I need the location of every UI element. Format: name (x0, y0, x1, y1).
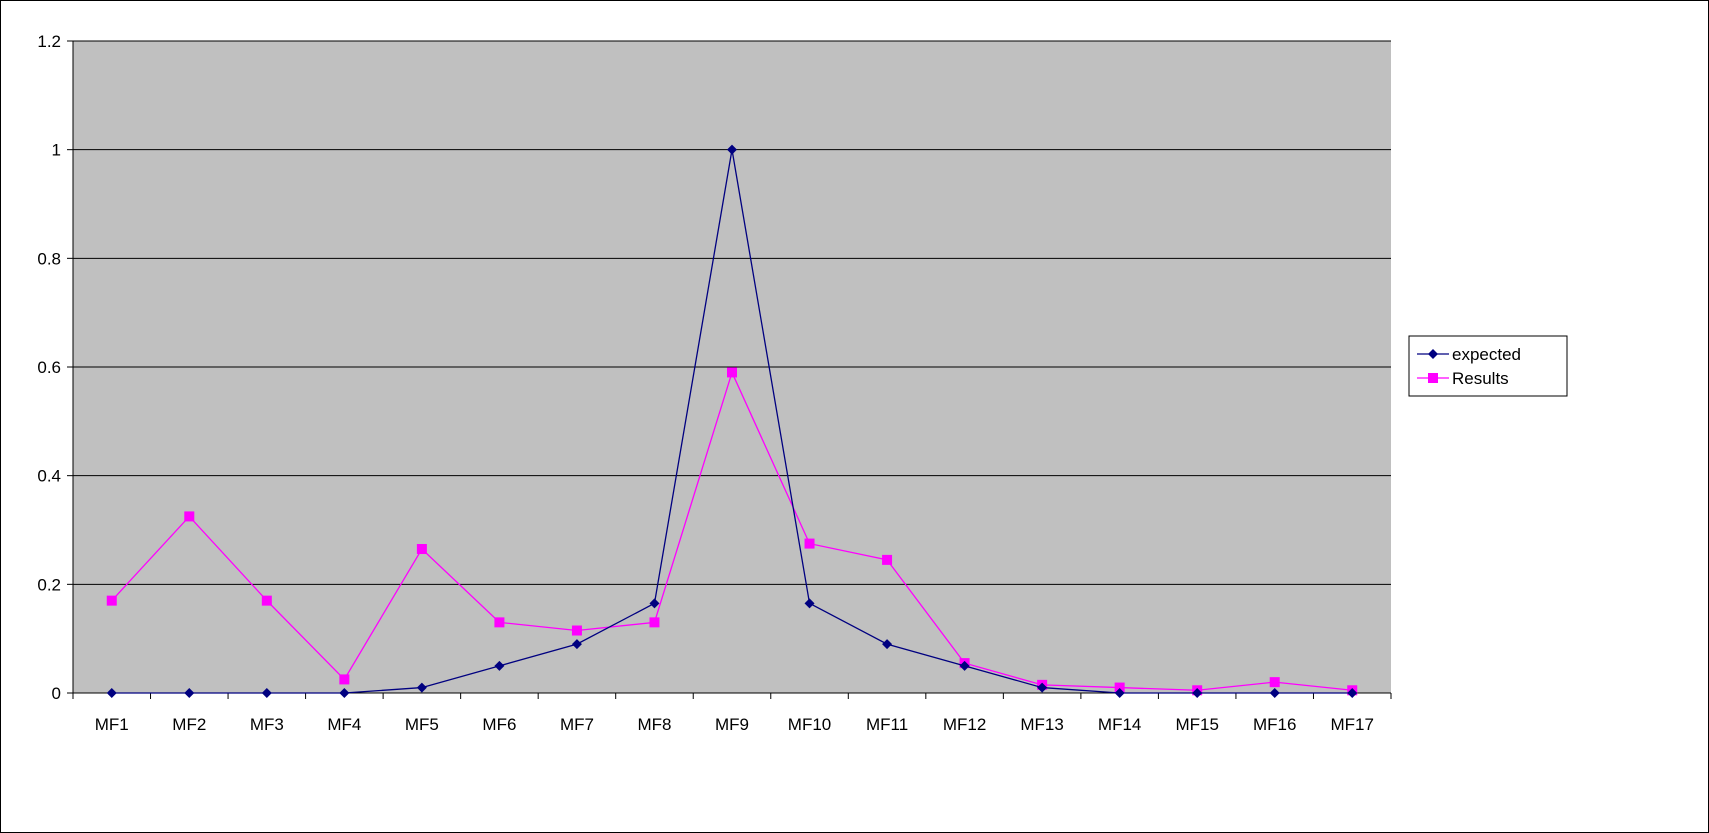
legend-box (1408, 335, 1568, 397)
legend-item: Results (1417, 369, 1509, 388)
y-tick-label: 0 (52, 684, 61, 703)
data-point (571, 625, 582, 636)
data-point (106, 688, 117, 698)
x-tick-label: MF1 (95, 715, 129, 734)
data-point (804, 538, 815, 549)
data-point (261, 595, 272, 606)
data-point (416, 682, 427, 693)
data-point (882, 639, 893, 650)
x-tick-label: MF3 (250, 715, 284, 734)
x-tick-label: MF11 (866, 715, 908, 734)
y-tick-label: 0.2 (37, 575, 61, 594)
data-point (261, 688, 272, 698)
x-tick-label: MF16 (1253, 715, 1296, 734)
data-point (1269, 677, 1280, 688)
legend-item: expected (1417, 345, 1521, 364)
y-tick-label: 0.6 (37, 358, 61, 377)
data-point (571, 639, 582, 650)
x-tick-label: MF9 (715, 715, 749, 734)
data-point (184, 511, 195, 522)
legend-label: expected (1452, 345, 1521, 364)
data-point (339, 674, 350, 685)
x-tick-label: MF2 (172, 715, 206, 734)
data-point (339, 688, 350, 698)
x-tick-label: MF15 (1175, 715, 1218, 734)
data-point (494, 660, 505, 671)
x-tick-label: MF4 (327, 715, 361, 734)
x-tick-label: MF14 (1098, 715, 1141, 734)
x-tick-label: MF5 (405, 715, 439, 734)
data-point (1269, 688, 1280, 698)
data-point (1114, 688, 1125, 698)
data-point (494, 617, 505, 628)
x-tick-label: MF12 (943, 715, 986, 734)
data-point (1347, 688, 1358, 698)
x-tick-label: MF8 (637, 715, 671, 734)
x-tick-label: MF17 (1331, 715, 1374, 734)
data-point (1192, 688, 1203, 698)
x-tick-label: MF6 (482, 715, 516, 734)
gridlines (73, 40, 1391, 585)
data-point (959, 660, 970, 671)
data-point (1114, 682, 1125, 693)
data-point (882, 554, 893, 565)
x-tick-label: MF7 (560, 715, 594, 734)
series-expected (106, 144, 1358, 698)
y-tick-label: 1.2 (37, 32, 61, 51)
legend: expected Results (1408, 335, 1568, 397)
series-lines (106, 144, 1358, 698)
legend-marker (1428, 349, 1438, 359)
data-point (649, 617, 660, 628)
data-point (184, 688, 195, 698)
y-tick-label: 0.8 (37, 249, 61, 268)
y-tick-label: 1 (52, 141, 61, 160)
legend-marker (1428, 373, 1438, 383)
data-point (1037, 682, 1048, 693)
data-point (727, 144, 737, 155)
y-tick-label: 0.4 (37, 467, 61, 486)
data-point (804, 598, 815, 609)
data-point (106, 595, 117, 606)
data-point (649, 598, 660, 609)
data-point (727, 367, 737, 378)
x-tick-label: MF10 (788, 715, 831, 734)
data-point (416, 544, 427, 555)
x-tick-label: MF13 (1020, 715, 1063, 734)
legend-label: Results (1452, 369, 1509, 388)
